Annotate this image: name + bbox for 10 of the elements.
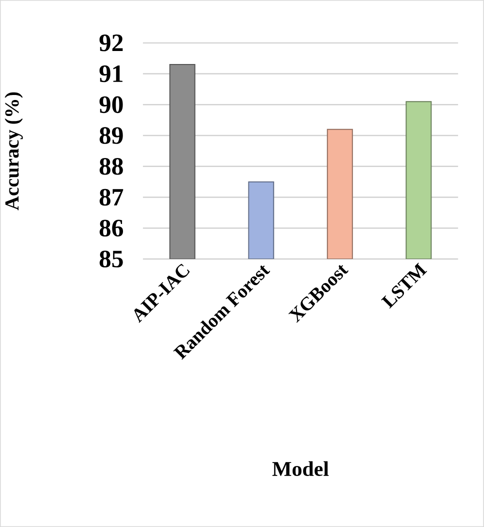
y-tick-label: 92 — [100, 34, 123, 52]
y-tick-label: 88 — [100, 158, 123, 175]
y-tick-label: 85 — [100, 250, 123, 268]
y-tick-label: 87 — [100, 188, 124, 206]
y-tick-label: 86 — [100, 220, 124, 237]
y-tick-label: 90 — [100, 96, 123, 114]
y-tick-label: 91 — [100, 65, 122, 82]
y-tick-label: 89 — [100, 127, 123, 144]
x-axis-title: Model — [272, 461, 329, 476]
y-axis-title: Accuracy (%) — [4, 92, 23, 210]
